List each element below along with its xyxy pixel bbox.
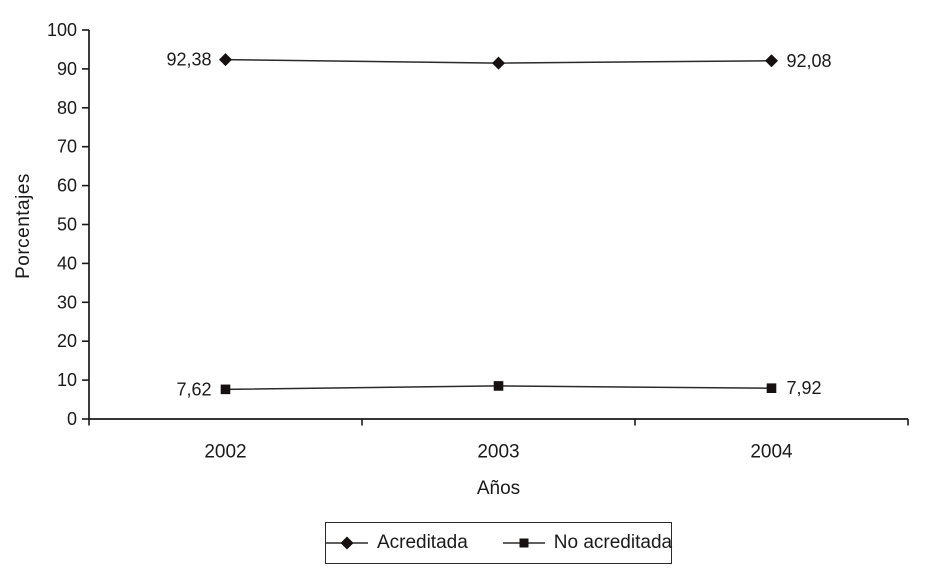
y-tick-label: 50 [57, 215, 77, 235]
square-marker [766, 383, 777, 393]
y-tick-label: 0 [67, 409, 77, 429]
square-marker [493, 381, 504, 391]
diamond-marker [492, 56, 505, 70]
x-tick-label: 2003 [477, 442, 519, 463]
y-tick-label: 20 [57, 331, 77, 351]
y-tick-label: 100 [47, 20, 77, 40]
legend: Acreditada No acreditada [325, 522, 672, 564]
y-tick-label: 10 [57, 370, 77, 390]
y-tick-label: 30 [57, 292, 77, 312]
diamond-marker [219, 53, 232, 67]
legend-item-no-acreditada: No acreditada [502, 532, 672, 554]
x-tick-label: 2004 [750, 442, 793, 463]
point-label: 92,38 [166, 50, 211, 70]
diamond-marker [765, 54, 778, 68]
x-axis-title: Años [476, 478, 521, 499]
square-marker-icon [502, 535, 546, 551]
x-tick-label: 2002 [204, 442, 246, 463]
legend-label: No acreditada [553, 532, 673, 553]
y-tick-label: 40 [57, 253, 77, 273]
y-axis-title: Porcentajes [13, 173, 34, 279]
point-label: 7,62 [176, 379, 211, 399]
square-marker [220, 384, 231, 395]
y-tick-label: 90 [57, 59, 77, 79]
legend-label: Acreditada [376, 532, 468, 553]
y-tick-label: 80 [57, 98, 77, 118]
y-tick-label: 70 [57, 137, 77, 157]
point-label: 7,92 [787, 378, 822, 398]
legend-item-acreditada: Acreditada [325, 532, 468, 554]
diamond-marker-icon [325, 535, 369, 551]
y-tick-label: 60 [57, 176, 77, 196]
point-label: 92,08 [787, 51, 832, 71]
